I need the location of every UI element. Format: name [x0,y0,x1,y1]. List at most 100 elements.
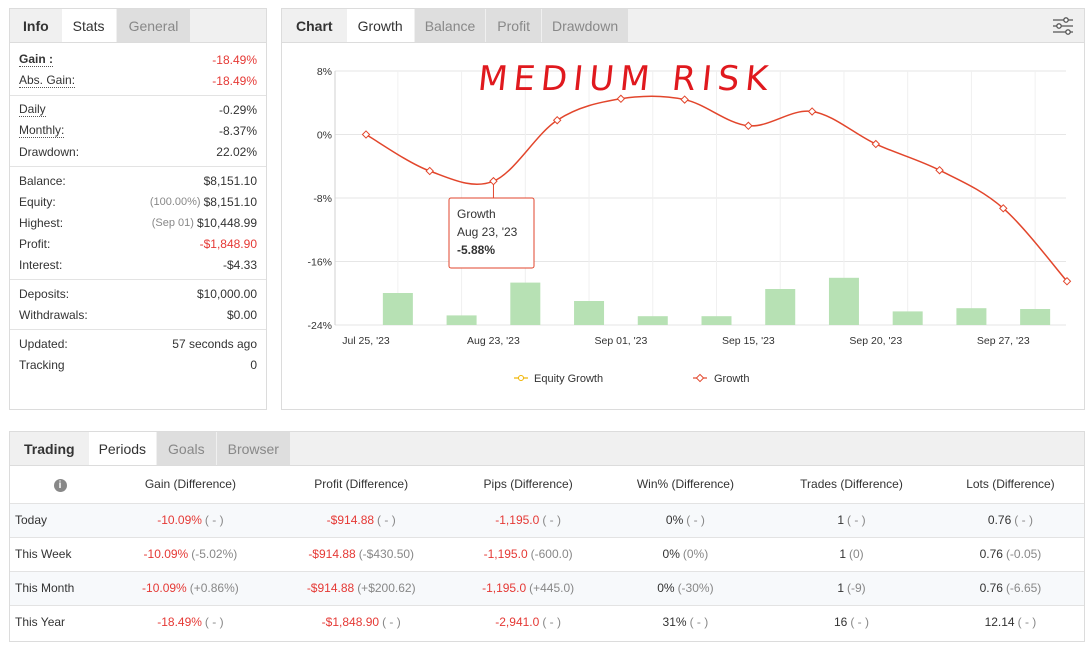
stat-label: Drawdown: [19,144,80,159]
cell-value: 0% [662,547,680,561]
table-cell: -$914.88 (-$430.50) [270,536,452,571]
info-icon[interactable]: i [53,478,67,492]
growth-point [425,166,434,176]
volume-bar [828,277,859,325]
legend-equity-label: Equity Growth [534,373,603,385]
growth-point [935,165,944,175]
stat-label[interactable]: Daily [19,101,46,117]
table-cell: 16( - ) [766,604,937,639]
stat-value: -18.49% [212,73,257,88]
volume-bar [1020,309,1051,325]
cell-value: 1 [837,581,844,595]
cell-value: -10.09% [142,581,187,595]
tab-browser[interactable]: Browser [215,432,290,465]
tab-goals[interactable]: Goals [156,432,216,465]
tab-chart[interactable]: Chart [282,9,347,42]
cell-difference: ( - ) [686,513,705,527]
tab-stats[interactable]: Stats [61,9,116,42]
cell-value: -1,195.0 [495,513,540,527]
growth-line [365,95,1068,282]
stat-row: Deposits: $10,000.00 [19,283,257,304]
stat-value: $8,151.10 [203,173,257,188]
cell-value: -$914.88 [308,547,356,561]
table-row: This Year -18.49%( - ) -$1,848.90( - ) -2,9… [10,604,1084,639]
stat-sub-value: (Sep 01) [151,216,194,229]
volume-bar [765,289,796,325]
chart-panel: Chart Growth Balance Profit Drawdown 8% 0… [281,8,1085,410]
tab-periods[interactable]: Periods [88,432,157,465]
stat-value-wrap: -18.49% [212,74,257,88]
table-cell: 0% (-30%) [604,570,767,605]
period-label: This Week [10,536,110,571]
legend-growth-label: Growth [714,373,749,385]
stat-value: 57 seconds ago [172,336,257,351]
cell-difference: (+$200.62) [357,581,416,595]
stat-group: Balance: $8,151.10 Equity: (100.00%) $8,151.… [10,167,266,280]
stat-label: Withdrawals: [19,307,88,322]
volume-bar [446,315,477,325]
tab-profit[interactable]: Profit [485,9,541,42]
cell-value: -1,195.0 [483,547,528,561]
growth-chart[interactable]: 8% 0% -8% -16% -24% Jul 25, '23 Aug 23, '23 Sep… [282,43,1084,409]
cell-value: 0.76 [979,581,1003,595]
settings-sliders-icon[interactable] [1052,17,1074,35]
stat-value-wrap: 57 seconds ago [172,337,257,351]
table-row: This Month -10.09% (+0.86%) -$914.88 (+$200.… [10,570,1084,605]
stat-value-wrap: $0.00 [227,308,257,322]
stat-value: -$1,848.90 [199,236,257,251]
cell-difference: (-600.0) [530,547,573,561]
cell-value: 1 [837,513,845,527]
stat-row: Highest: (Sep 01) $10,448.99 [19,212,257,233]
tab-growth[interactable]: Growth [346,9,414,42]
cell-difference: ( - ) [542,615,561,630]
cell-difference: (0) [849,547,864,561]
cell-difference: (-5.02%) [191,547,238,561]
cell-difference: (-9) [847,581,866,595]
y-tick-label: -8% [313,193,332,205]
cell-value: 0.76 [979,547,1003,561]
table-cell: -$914.88( - ) [270,502,452,537]
tab-info[interactable]: Info [10,9,62,42]
stat-label: Tracking [19,357,65,372]
growth-point [807,107,817,116]
table-cell: -10.09% (-5.02%) [110,536,271,571]
stat-label[interactable]: Gain : [19,51,54,67]
tooltip-box [448,197,535,269]
stat-row: Drawdown: 22.02% [19,141,257,162]
x-tick-label: Aug 23, '23 [467,335,520,347]
cell-value: -2,941.0 [495,615,540,630]
stat-value-wrap: $10,000.00 [197,287,257,301]
cell-value: 12.14 [984,615,1015,630]
stat-label: Balance: [19,173,66,188]
period-label: Today [10,502,110,537]
table-cell: 0.76 (-6.65) [936,570,1084,605]
table-cell: 1 (-9) [766,570,937,605]
stat-row: Updated: 57 seconds ago [19,333,257,354]
cell-difference: ( - ) [204,513,224,527]
x-tick-label: Sep 15, '23 [722,335,775,347]
tooltip-date: Aug 23, '23 [457,225,518,239]
cell-difference: ( - ) [847,513,866,527]
period-label: This Month [10,570,110,605]
stat-label: Profit: [19,236,51,251]
cell-value: 0% [657,581,675,595]
cell-difference: (-6.65) [1005,581,1042,595]
column-header: Profit (Difference) [314,477,409,492]
stat-value-wrap: -0.29% [219,103,257,117]
volume-bar [701,316,732,325]
info-header-cell: i [10,466,110,503]
table-cell: -$1,848.90( - ) [270,604,452,639]
table-cell: -1,195.0 (+445.0) [451,570,605,605]
stat-row: Equity: (100.00%) $8,151.10 [19,191,257,212]
tab-balance[interactable]: Balance [413,9,486,42]
stat-label[interactable]: Abs. Gain: [19,72,76,88]
cell-difference: (+445.0) [529,581,575,595]
stat-label[interactable]: Monthly: [19,122,65,138]
stat-group: Updated: 57 seconds ago Tracking 0 [10,330,266,379]
volume-bar [637,316,668,325]
tab-general[interactable]: General [115,9,191,42]
stat-value: $8,151.10 [203,194,257,209]
table-cell: -1,195.0( - ) [451,502,605,537]
tab-trading[interactable]: Trading [10,432,89,465]
tab-drawdown[interactable]: Drawdown [540,9,629,42]
